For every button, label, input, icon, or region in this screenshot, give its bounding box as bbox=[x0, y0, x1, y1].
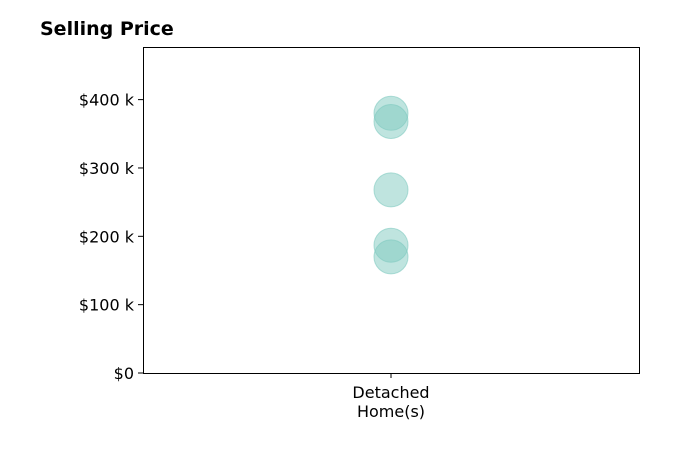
x-tick-label: Detached Home(s) bbox=[352, 383, 429, 421]
plot-area bbox=[373, 95, 409, 275]
data-point bbox=[373, 103, 409, 139]
chart-title: Selling Price bbox=[40, 18, 174, 40]
y-tick-label: $100 k bbox=[79, 296, 135, 315]
data-point bbox=[373, 172, 409, 208]
y-tick-label: $300 k bbox=[79, 159, 135, 178]
data-point bbox=[373, 239, 409, 275]
y-tick-label: $200 k bbox=[79, 227, 135, 246]
y-axis: $0 $100 k $200 k $300 k $400 k bbox=[79, 91, 143, 383]
y-tick-label: $0 bbox=[114, 364, 134, 383]
y-tick-label: $400 k bbox=[79, 91, 135, 110]
x-axis: Detached Home(s) bbox=[352, 373, 430, 421]
